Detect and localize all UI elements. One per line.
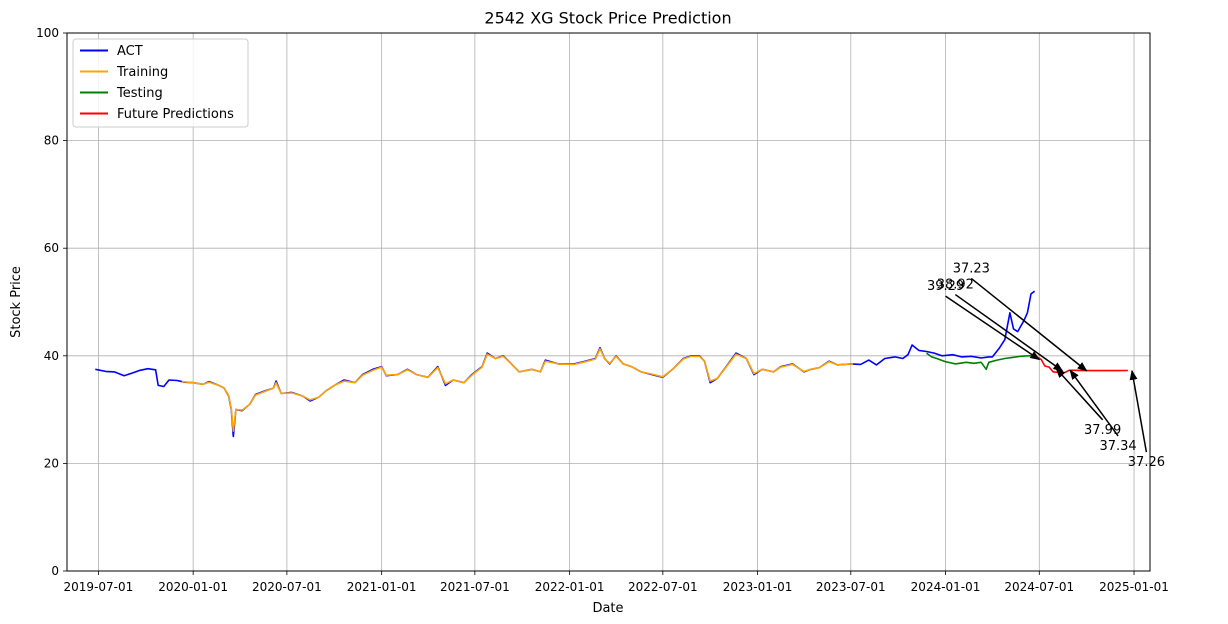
series-line-future-predictions (1035, 355, 1128, 374)
y-axis: 0 20 40 60 80 100 (36, 26, 67, 578)
x-axis-label: Date (592, 601, 623, 616)
x-tick-label: 2023-01-01 (723, 580, 793, 594)
y-tick-label: 60 (44, 241, 59, 255)
legend-label-testing: Testing (116, 86, 163, 101)
y-tick-label: 40 (44, 349, 59, 363)
y-tick-label: 80 (44, 134, 59, 148)
annotation-label: 37.23 (953, 261, 990, 276)
grid (67, 32, 1150, 572)
legend-box (72, 38, 249, 128)
plot-frame (66, 32, 1151, 572)
annotation-arrow (1055, 367, 1104, 421)
y-tick-label: 100 (36, 26, 59, 40)
annotation-arrow (954, 293, 1064, 372)
annotation-arrow (1069, 369, 1119, 437)
x-tick-label: 2022-01-01 (535, 580, 605, 594)
chart-title: 2542 XG Stock Price Prediction (484, 9, 731, 28)
y-tick-label: 20 (44, 456, 59, 470)
x-tick-label: 2024-01-01 (911, 580, 981, 594)
annotation-arrow (945, 295, 1041, 361)
x-tick-label: 2021-07-01 (440, 580, 510, 594)
annotation-label: 37.26 (1128, 455, 1165, 470)
annotation-label: 37.34 (1099, 439, 1136, 454)
annotation-label: 37.99 (1084, 423, 1121, 438)
x-tick-label: 2020-01-01 (158, 580, 228, 594)
x-tick-label: 2024-07-01 (1004, 580, 1074, 594)
series-line-testing (926, 352, 1035, 371)
x-tick-label: 2019-07-01 (64, 580, 134, 594)
x-axis: 2019-07-01 2020-01-01 2020-07-01 2021-01-01… (64, 571, 1169, 594)
x-tick-label: 2021-01-01 (347, 580, 417, 594)
annotation-arrow (970, 277, 1088, 372)
legend-label-act: ACT (117, 44, 143, 59)
x-tick-label: 2025-01-01 (1099, 580, 1169, 594)
x-tick-label: 2023-07-01 (816, 580, 886, 594)
legend: ACT Training Testing Future Predictions (72, 38, 249, 128)
y-axis-label: Stock Price (9, 266, 24, 338)
y-tick-label: 0 (51, 564, 59, 578)
annotation-label: 38.92 (937, 278, 974, 293)
legend-label-training: Training (116, 65, 168, 80)
x-tick-label: 2020-07-01 (252, 580, 322, 594)
series-line-training (181, 348, 854, 432)
annotation-arrow (1129, 369, 1148, 453)
series-layer (95, 290, 1128, 438)
x-tick-label: 2022-07-01 (628, 580, 698, 594)
legend-label-future-predictions: Future Predictions (117, 107, 234, 122)
annotation-label: 39.29 (927, 279, 964, 294)
